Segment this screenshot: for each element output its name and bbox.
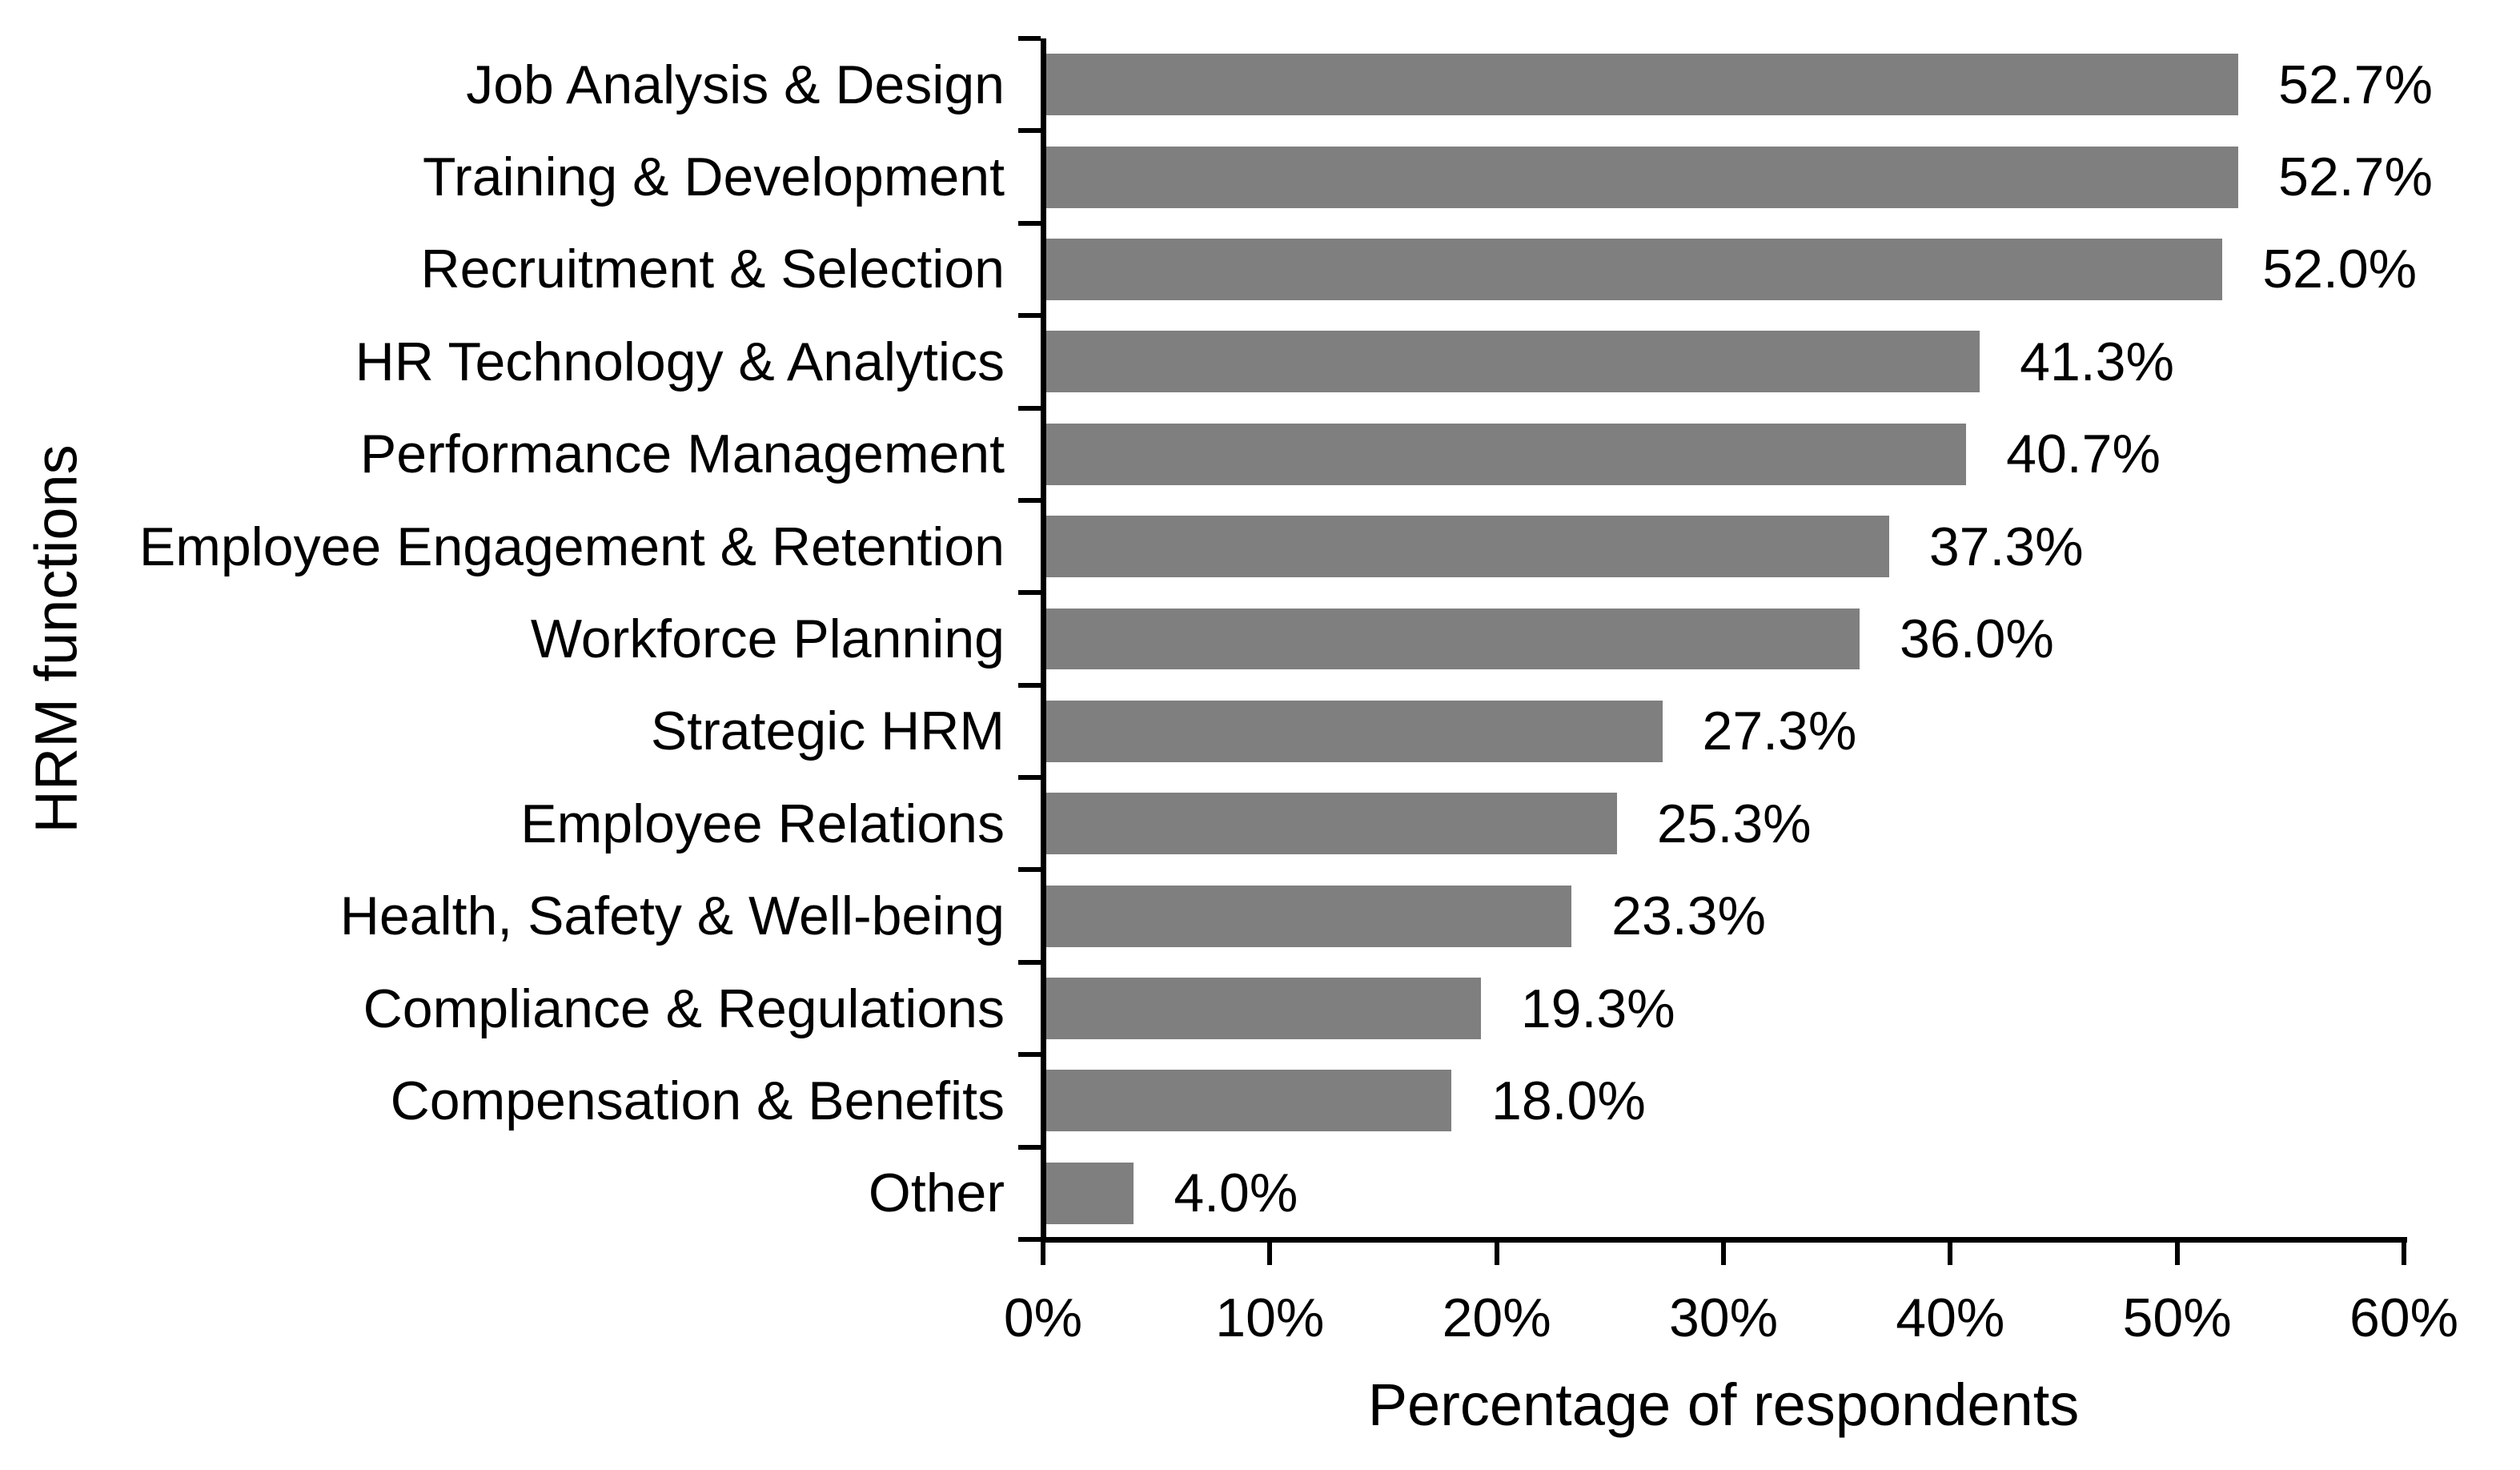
category-label: Training & Development (423, 147, 1005, 208)
y-axis-tick (1017, 867, 1041, 873)
x-tick-label: 50% (2122, 1287, 2232, 1348)
y-axis-tick (1017, 220, 1041, 226)
bar (1043, 608, 1860, 670)
category-label: Compliance & Regulations (363, 978, 1005, 1039)
x-axis-tick (1041, 1240, 1045, 1265)
y-axis-tick (1017, 1237, 1041, 1242)
y-axis-tick (1017, 1052, 1041, 1058)
value-label: 37.3% (1928, 516, 2084, 577)
category-label: Compensation & Benefits (390, 1070, 1005, 1131)
category-label: Health, Safety & Well-being (339, 886, 1005, 947)
x-axis-tick (1948, 1240, 1953, 1265)
category-label: HR Technology & Analytics (355, 331, 1005, 392)
y-axis-line (1040, 38, 1046, 1243)
value-label: 19.3% (1520, 978, 1675, 1039)
x-axis-tick (2402, 1240, 2406, 1265)
x-axis-tick (2174, 1240, 2180, 1265)
y-axis-tick (1017, 775, 1041, 781)
value-label: 23.3% (1611, 886, 1766, 947)
value-label: 36.0% (1900, 608, 2054, 669)
y-axis-tick (1017, 405, 1041, 411)
value-label: 40.7% (2006, 424, 2161, 485)
bar (1043, 146, 2239, 208)
value-label: 52.7% (2278, 147, 2433, 208)
value-label: 4.0% (1174, 1163, 1298, 1224)
bar (1043, 1070, 1451, 1132)
bar (1043, 978, 1481, 1039)
bar (1043, 423, 1967, 485)
x-tick-label: 0% (1003, 1287, 1083, 1348)
y-axis-tick (1017, 36, 1041, 41)
x-axis-tick (1267, 1240, 1273, 1265)
value-label: 25.3% (1656, 793, 1812, 854)
x-tick-label: 10% (1215, 1287, 1325, 1348)
bar (1043, 54, 2239, 116)
y-axis-tick (1017, 1144, 1041, 1150)
y-axis-tick (1017, 128, 1041, 134)
category-label: Job Analysis & Design (466, 54, 1005, 115)
y-axis-tick (1017, 497, 1041, 503)
y-axis-tick (1017, 959, 1041, 965)
category-label: Other (868, 1163, 1005, 1224)
category-label: Strategic HRM (650, 701, 1005, 762)
category-label: Employee Engagement & Retention (138, 516, 1005, 577)
value-label: 41.3% (2020, 331, 2174, 392)
x-tick-label: 60% (2349, 1287, 2459, 1348)
bar (1043, 793, 1617, 855)
value-label: 27.3% (1702, 701, 1857, 762)
category-label: Recruitment & Selection (420, 239, 1005, 300)
bar (1043, 239, 2223, 300)
bar (1043, 700, 1663, 762)
value-label: 52.0% (2262, 239, 2418, 300)
category-label: Employee Relations (520, 793, 1005, 854)
bar (1043, 1162, 1134, 1224)
x-axis-tick (1494, 1240, 1499, 1265)
y-axis-tick (1017, 313, 1041, 319)
y-axis-tick (1017, 682, 1041, 688)
category-label: Performance Management (359, 424, 1005, 485)
x-tick-label: 40% (1896, 1287, 2005, 1348)
x-axis-title: Percentage of respondents (1367, 1372, 2080, 1438)
y-axis-tick (1017, 590, 1041, 596)
value-label: 18.0% (1491, 1070, 1646, 1131)
bar (1043, 331, 1980, 393)
value-label: 52.7% (2278, 54, 2433, 115)
bar (1043, 885, 1572, 947)
x-axis-line (1040, 1236, 2407, 1243)
x-tick-label: 30% (1668, 1287, 1779, 1348)
x-axis-tick (1721, 1240, 1726, 1265)
bar (1043, 516, 1889, 578)
x-tick-label: 20% (1442, 1287, 1551, 1348)
category-label: Workforce Planning (530, 608, 1005, 669)
